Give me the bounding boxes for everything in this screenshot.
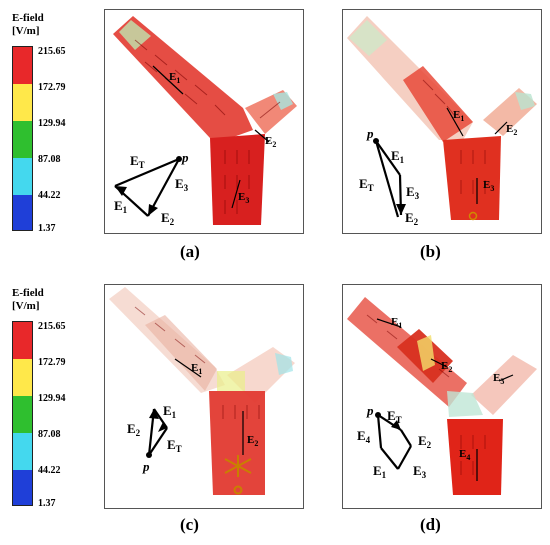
point-p <box>146 452 152 458</box>
arrowhead <box>149 409 159 419</box>
triangle-labels: p E1 ET E3 E2 <box>359 126 420 227</box>
svg-text:p: p <box>366 403 374 418</box>
tick-0: 215.65 <box>38 46 66 57</box>
tick-4: 44.22 <box>38 190 61 201</box>
tick-4: 44.22 <box>38 465 61 476</box>
tick-0: 215.65 <box>38 321 66 332</box>
svg-text:E1: E1 <box>373 463 387 480</box>
field-arrows <box>366 314 486 475</box>
scale-green <box>13 396 32 433</box>
scale-green <box>13 121 32 158</box>
svg-text:E4: E4 <box>357 428 371 445</box>
scale-yellow <box>13 359 32 396</box>
scale-red <box>13 322 32 359</box>
svg-text:p: p <box>142 459 150 474</box>
svg-text:E2: E2 <box>418 433 432 450</box>
arrowhead <box>115 186 127 196</box>
source-port <box>224 455 252 495</box>
svg-text:E3: E3 <box>406 184 420 201</box>
panel-d: E1 E2 E3 E4 p ET E4 E2 E1 E3 <box>342 284 542 509</box>
svg-text:ET: ET <box>130 153 145 170</box>
svg-text:E2: E2 <box>405 210 419 227</box>
legend-bottom: E-field [V/m] 215.65 172.79 129.94 87.08 … <box>9 285 71 510</box>
tick-5: 1.37 <box>38 498 56 509</box>
svg-text:ET: ET <box>167 437 182 454</box>
caption-d: (d) <box>420 515 441 534</box>
scale-cyan <box>13 433 32 470</box>
svg-text:E3: E3 <box>238 191 249 205</box>
svg-text:ET: ET <box>359 176 374 193</box>
tick-2: 129.94 <box>38 118 66 129</box>
arrowhead <box>158 422 167 432</box>
color-scale <box>12 46 33 231</box>
arrowhead <box>148 204 158 216</box>
svg-text:E4: E4 <box>459 448 470 462</box>
svg-text:E2: E2 <box>265 135 276 149</box>
svg-text:p: p <box>181 150 189 165</box>
field-arrows <box>134 306 260 419</box>
scale-blue <box>13 195 32 230</box>
triangle-labels: p ET E4 E2 E1 E3 <box>357 403 432 480</box>
legend-title: E-field [V/m] <box>12 12 44 37</box>
svg-text:E2: E2 <box>127 421 141 438</box>
svg-text:p: p <box>366 126 374 141</box>
tick-1: 172.79 <box>38 357 66 368</box>
field-vector-labels: E1 E2 E3 <box>446 107 517 221</box>
field-vector-labels: E1 E2 <box>174 358 258 455</box>
tick-3: 87.08 <box>38 429 61 440</box>
point-p <box>373 138 379 144</box>
panel-a: E1 E2 E3 p ET E3 E2 E1 <box>104 9 304 234</box>
svg-text:E2: E2 <box>161 210 175 227</box>
svg-text:E2: E2 <box>441 360 452 374</box>
svg-text:E2: E2 <box>506 123 517 137</box>
caption-c: (c) <box>180 515 199 534</box>
svg-text:E1: E1 <box>191 362 202 376</box>
y-junction-shape <box>113 16 297 225</box>
tick-1: 172.79 <box>38 82 66 93</box>
field-map-a: E1 E2 E3 p ET E3 E2 E1 <box>113 16 297 227</box>
arrowhead <box>391 420 401 430</box>
point-p <box>176 156 182 162</box>
caption-b: (b) <box>420 242 441 261</box>
y-junction-shape <box>109 287 295 495</box>
field-vector-labels: E1 E2 E3 <box>152 65 276 209</box>
svg-text:E3: E3 <box>413 463 427 480</box>
tick-5: 1.37 <box>38 223 56 234</box>
field-map-c: E1 E2 p E2 E1 ET <box>109 287 295 495</box>
arrowhead <box>396 204 406 215</box>
svg-text:E1: E1 <box>391 148 405 165</box>
legend-top: E-field [V/m] 215.65 172.79 129.94 87.08 … <box>9 10 71 235</box>
point-p <box>375 412 381 418</box>
svg-text:E1: E1 <box>453 109 464 123</box>
svg-text:E1: E1 <box>391 316 402 330</box>
scale-yellow <box>13 84 32 121</box>
triangle-labels: p ET E3 E2 E1 <box>114 150 189 227</box>
color-scale <box>12 321 33 506</box>
triangle-labels: p E2 E1 ET <box>127 403 182 474</box>
tick-3: 87.08 <box>38 154 61 165</box>
svg-text:E3: E3 <box>483 179 494 193</box>
svg-text:ET: ET <box>387 408 402 425</box>
svg-text:E2: E2 <box>247 434 258 448</box>
field-arrows <box>134 39 281 214</box>
field-vector-labels: E1 E2 E3 E4 <box>376 316 514 481</box>
scale-blue <box>13 470 32 505</box>
legend-title: E-field [V/m] <box>12 287 44 312</box>
svg-text:E3: E3 <box>175 176 189 193</box>
field-map-d: E1 E2 E3 E4 p ET E4 E2 E1 E3 <box>347 297 537 495</box>
caption-a: (a) <box>180 242 200 261</box>
tick-2: 129.94 <box>38 393 66 404</box>
field-arrows <box>422 79 486 194</box>
svg-text:E1: E1 <box>114 198 128 215</box>
svg-text:E3: E3 <box>493 372 504 386</box>
field-map-b: E1 E2 E3 p E1 ET E3 E2 <box>347 16 537 227</box>
panel-c: E1 E2 p E2 E1 ET <box>104 284 304 509</box>
svg-text:E1: E1 <box>169 71 180 85</box>
panel-b: E1 E2 E3 p E1 ET E3 E2 <box>342 9 542 234</box>
scale-red <box>13 47 32 84</box>
scale-cyan <box>13 158 32 195</box>
svg-text:E1: E1 <box>163 403 177 420</box>
y-junction-shape <box>347 16 537 220</box>
